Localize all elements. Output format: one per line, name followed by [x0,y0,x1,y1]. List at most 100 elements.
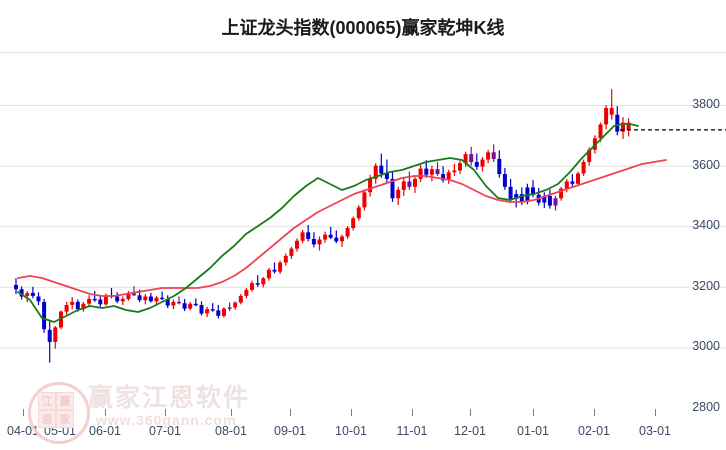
candlestick[interactable] [177,296,181,305]
candlestick-chart[interactable] [0,52,726,408]
candlestick[interactable] [547,189,552,209]
candlestick[interactable] [340,234,344,247]
candlestick[interactable] [289,246,294,259]
candlestick[interactable] [14,278,18,295]
candlestick[interactable] [497,150,502,178]
candlestick[interactable] [345,226,350,239]
candlestick[interactable] [283,253,288,266]
x-axis-tick-01-01: 01-01 [517,424,549,438]
candlestick[interactable] [132,286,136,296]
candlestick[interactable] [199,301,204,316]
candlestick[interactable] [390,171,395,202]
candlestick[interactable] [19,286,24,300]
candlestick[interactable] [261,277,266,288]
candlestick[interactable] [317,236,322,251]
candlestick[interactable] [278,260,283,275]
candlestick[interactable] [401,177,406,196]
candlestick[interactable] [626,118,631,137]
candlestick[interactable] [188,301,193,311]
candlestick[interactable] [508,178,513,203]
candlestick[interactable] [238,294,243,305]
candlestick[interactable] [469,146,474,166]
candlestick[interactable] [373,163,378,184]
candlestick[interactable] [160,291,165,301]
candlestick[interactable] [581,159,586,176]
candlestick[interactable] [502,168,507,190]
candlestick[interactable] [81,301,86,312]
candlestick[interactable] [92,291,97,302]
chart-plot-area[interactable] [0,52,726,408]
candlestick[interactable] [418,164,423,182]
candlestick[interactable] [564,178,569,193]
candlestick[interactable] [542,192,547,209]
candlestick[interactable] [171,299,176,310]
candlestick[interactable] [486,149,491,164]
candlestick[interactable] [576,171,580,187]
candlestick[interactable] [216,304,221,319]
candlestick[interactable] [165,295,170,309]
candlestick[interactable] [42,298,47,333]
candlestick[interactable] [553,195,558,211]
candlestick[interactable] [311,232,316,248]
candlestick[interactable] [227,302,232,312]
candlestick[interactable] [323,231,328,243]
candlestick[interactable] [87,295,92,307]
candlestick[interactable] [244,288,249,299]
candlestick[interactable] [306,224,311,242]
candlestick[interactable] [193,298,198,307]
candlestick[interactable] [429,165,434,182]
candlestick[interactable] [604,105,609,130]
candlestick[interactable] [266,268,271,281]
candlestick[interactable] [463,151,468,167]
candlestick[interactable] [98,295,103,307]
candlestick[interactable] [621,117,625,139]
candlestick[interactable] [210,303,215,312]
candlestick[interactable] [205,306,210,318]
candlestick[interactable] [441,166,446,183]
candlestick[interactable] [351,216,356,231]
candlestick[interactable] [570,174,575,187]
candlestick[interactable] [36,292,41,305]
candlestick[interactable] [70,297,75,310]
candlestick[interactable] [182,298,187,312]
candlestick[interactable] [126,291,131,301]
candlestick[interactable] [272,262,277,274]
candlestick[interactable] [53,326,58,349]
candlestick[interactable] [295,238,299,252]
candlestick[interactable] [491,144,496,162]
candlestick[interactable] [25,291,30,303]
candlestick[interactable] [356,204,361,221]
candlestick[interactable] [115,292,120,304]
candlestick[interactable] [559,186,564,201]
candlestick[interactable] [300,229,305,244]
candlestick[interactable] [255,275,260,287]
candlestick[interactable] [379,153,384,178]
candlestick[interactable] [64,301,69,315]
candlestick[interactable] [120,296,125,305]
candlestick[interactable] [362,189,367,211]
candlestick[interactable] [609,89,614,120]
candlestick[interactable] [424,160,429,178]
candlestick[interactable] [536,188,541,206]
candlestick[interactable] [396,186,401,205]
candlestick[interactable] [407,171,412,190]
candlestick[interactable] [221,307,226,318]
candlestick[interactable] [328,226,333,239]
candlestick[interactable] [250,280,254,292]
candlestick[interactable] [435,161,440,176]
candlestick[interactable] [30,286,35,299]
candlestick[interactable] [148,292,153,303]
candlestick[interactable] [384,159,389,184]
candlestick[interactable] [446,169,451,184]
candlestick[interactable] [47,320,52,363]
candlestick[interactable] [480,157,485,172]
candlestick[interactable] [458,160,462,175]
candlestick[interactable] [143,294,148,305]
candlestick[interactable] [413,175,417,193]
candlestick[interactable] [452,163,457,176]
candlestick[interactable] [615,106,620,136]
candlestick[interactable] [233,301,238,310]
x-axis-tick-09-01: 09-01 [274,424,306,438]
candlestick[interactable] [474,153,479,170]
candlestick[interactable] [334,230,339,244]
